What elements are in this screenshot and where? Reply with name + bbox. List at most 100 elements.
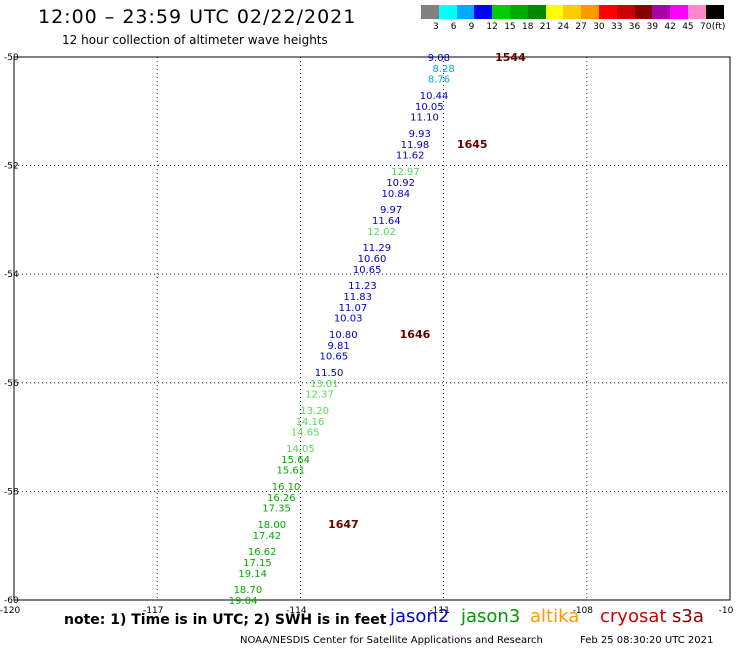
wave-height-label: 11.62 bbox=[396, 151, 425, 162]
legend-s3a: s3a bbox=[672, 606, 704, 627]
scale-swatch bbox=[652, 5, 671, 19]
scale-swatch bbox=[670, 5, 688, 19]
time-label: 1544 bbox=[495, 51, 526, 64]
scale-label: 9 bbox=[468, 22, 475, 32]
wave-height-label: 11.10 bbox=[410, 113, 439, 124]
scale-swatch bbox=[634, 5, 653, 19]
wave-height-label: 10.05 bbox=[415, 102, 444, 113]
scale-swatch bbox=[563, 5, 582, 19]
legend-jason2: jason2 bbox=[390, 606, 450, 627]
scale-swatch bbox=[527, 5, 546, 19]
scale-swatch bbox=[492, 5, 510, 19]
footer-credit: NOAA/NESDIS Center for Satellite Applica… bbox=[240, 635, 543, 646]
scale-label: 42 bbox=[664, 22, 676, 32]
wave-height-label: 11.98 bbox=[401, 140, 430, 151]
scale-swatch bbox=[599, 5, 617, 19]
time-label: 1645 bbox=[457, 138, 488, 151]
scale-label: 70 bbox=[700, 22, 712, 32]
page-subtitle: 12 hour collection of altimeter wave hei… bbox=[62, 33, 328, 47]
x-tick-label: -120 bbox=[0, 606, 20, 616]
wave-height-label: 17.15 bbox=[243, 558, 272, 569]
wave-height-label: 11.83 bbox=[343, 292, 372, 303]
footer-timestamp: Feb 25 08:30:20 UTC 2021 bbox=[580, 635, 714, 646]
wave-height-label: 17.42 bbox=[253, 531, 282, 542]
x-tick-label: -114 bbox=[286, 606, 307, 616]
wave-height-label: 10.80 bbox=[329, 330, 358, 341]
scale-swatch bbox=[581, 5, 599, 19]
wave-height-label: 11.50 bbox=[315, 368, 344, 379]
wave-height-label: 9.81 bbox=[327, 341, 349, 352]
legend-note: note: 1) Time is in UTC; 2) SWH is in fe… bbox=[64, 612, 387, 628]
scale-label: 12 bbox=[486, 22, 498, 32]
scale-label: 27 bbox=[575, 22, 587, 32]
wave-height-label: 12.97 bbox=[391, 167, 420, 178]
wave-height-label: 10.84 bbox=[382, 189, 411, 200]
scale-swatch bbox=[616, 5, 635, 19]
scale-label: 24 bbox=[557, 22, 570, 32]
x-tick-label: -117 bbox=[143, 606, 163, 616]
time-label: 1647 bbox=[328, 518, 359, 531]
wave-height-label: 13.20 bbox=[300, 406, 329, 417]
scale-label: 3 bbox=[433, 22, 439, 32]
scale-label: 45 bbox=[682, 22, 694, 32]
y-tick-label: -52 bbox=[4, 162, 19, 172]
page-title: 12:00 – 23:59 UTC 02/22/2021 bbox=[38, 6, 357, 28]
wave-height-label: 9.93 bbox=[409, 129, 431, 140]
wave-height-label: 14.65 bbox=[291, 428, 320, 439]
y-tick-label: -56 bbox=[4, 379, 19, 389]
wave-height-label: 13.01 bbox=[310, 379, 339, 390]
wave-height-label: 10.03 bbox=[334, 314, 363, 325]
wave-height-label: 12.37 bbox=[305, 390, 334, 401]
wave-height-label: 15.64 bbox=[281, 455, 310, 466]
wave-height-label: 16.10 bbox=[272, 482, 301, 493]
legend-altika: altika bbox=[530, 606, 580, 627]
wave-height-label: 14.16 bbox=[296, 417, 325, 428]
x-tick-label: -111 bbox=[429, 606, 449, 616]
x-tick-label: -108 bbox=[573, 606, 594, 616]
scale-swatch bbox=[474, 5, 493, 19]
wave-height-label: 18.00 bbox=[257, 520, 286, 531]
wave-height-label: 14.05 bbox=[286, 444, 315, 455]
scale-swatch bbox=[688, 5, 706, 19]
scale-label: 33 bbox=[611, 22, 623, 32]
scale-swatch bbox=[510, 5, 528, 19]
scale-label: 30 bbox=[593, 22, 605, 32]
legend-cryosat: cryosat bbox=[600, 606, 667, 627]
time-label: 1646 bbox=[400, 328, 431, 341]
scale-label: (ft) bbox=[711, 22, 726, 32]
wave-height-label: 11.64 bbox=[372, 216, 401, 227]
plot-frame bbox=[13, 56, 731, 601]
scale-label: 21 bbox=[539, 22, 552, 32]
wave-height-label: 18.70 bbox=[234, 585, 263, 596]
wave-height-label: 11.29 bbox=[362, 243, 391, 254]
wave-height-label: 11.07 bbox=[339, 303, 368, 314]
wave-height-label: 8.76 bbox=[428, 75, 450, 86]
legend-jason3: jason3 bbox=[461, 606, 521, 627]
scale-swatch bbox=[705, 5, 724, 19]
wave-height-label: 15.61 bbox=[277, 466, 306, 477]
wave-height-label: 9.97 bbox=[380, 205, 402, 216]
wave-height-label: 19.14 bbox=[238, 569, 267, 580]
scale-swatch bbox=[456, 5, 475, 19]
scale-swatch bbox=[545, 5, 564, 19]
wave-height-label: 12.02 bbox=[367, 227, 396, 238]
wave-height-label: 10.44 bbox=[420, 91, 449, 102]
wave-height-label: 10.65 bbox=[319, 352, 348, 363]
scale-swatch bbox=[421, 5, 439, 19]
wave-height-label: 11.23 bbox=[348, 281, 377, 292]
scale-swatch bbox=[438, 5, 457, 19]
scale-label: 15 bbox=[504, 22, 516, 32]
wave-height-label: 8.28 bbox=[432, 64, 454, 75]
wave-height-label: 17.35 bbox=[262, 504, 291, 515]
wave-height-label: 10.60 bbox=[358, 254, 387, 265]
wave-height-label: 9.08 bbox=[428, 53, 450, 64]
x-tick-label: -10 bbox=[719, 606, 734, 616]
scale-label: 39 bbox=[646, 22, 659, 32]
wave-height-label: 10.65 bbox=[353, 265, 382, 276]
wave-height-label: 19.04 bbox=[229, 596, 258, 607]
y-tick-label: -60 bbox=[4, 596, 19, 606]
wave-height-label: 10.92 bbox=[386, 178, 415, 189]
scale-label: 6 bbox=[450, 22, 457, 32]
